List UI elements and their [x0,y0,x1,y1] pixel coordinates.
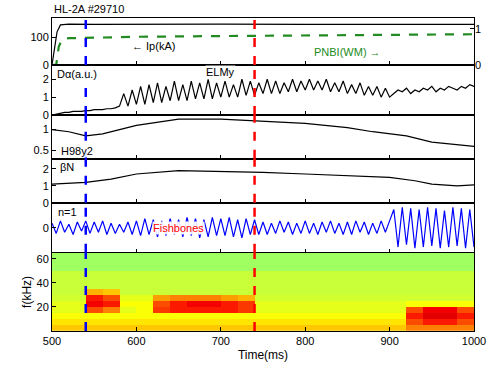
svg-text:600: 600 [127,335,145,347]
svg-text:2: 2 [43,73,49,85]
svg-text:1000: 1000 [462,335,486,347]
svg-text:f(kHz): f(kHz) [20,276,34,308]
svg-text:← Ip(kA): ← Ip(kA) [132,40,175,52]
svg-text:0: 0 [43,222,49,234]
svg-text:PNBI(WM) →: PNBI(WM) → [314,46,381,58]
svg-text:0: 0 [43,109,49,121]
svg-text:900: 900 [380,335,398,347]
svg-text:Time(ms): Time(ms) [238,348,288,362]
svg-text:800: 800 [296,335,314,347]
svg-text:n=1: n=1 [58,206,77,218]
svg-text:500: 500 [43,335,61,347]
svg-text:20: 20 [37,301,49,313]
svg-text:Dα(a.u.): Dα(a.u.) [57,68,97,80]
svg-text:HL-2A #29710: HL-2A #29710 [54,3,124,15]
svg-text:2: 2 [43,163,49,175]
svg-text:1: 1 [43,123,49,135]
svg-text:H98y2: H98y2 [61,145,93,157]
svg-text:0: 0 [475,59,481,71]
svg-text:0: 0 [43,59,49,71]
svg-text:ELMy: ELMy [206,66,235,78]
svg-text:700: 700 [212,335,230,347]
svg-text:60: 60 [37,253,49,265]
svg-text:100: 100 [30,31,48,43]
svg-text:0.5: 0.5 [34,144,49,156]
svg-text:0: 0 [43,197,49,209]
svg-text:1: 1 [475,23,481,35]
svg-text:βN: βN [60,161,74,173]
svg-text:40: 40 [37,277,49,289]
svg-text:Fishbones: Fishbones [153,222,204,234]
svg-text:1: 1 [43,91,49,103]
svg-text:1: 1 [43,180,49,192]
